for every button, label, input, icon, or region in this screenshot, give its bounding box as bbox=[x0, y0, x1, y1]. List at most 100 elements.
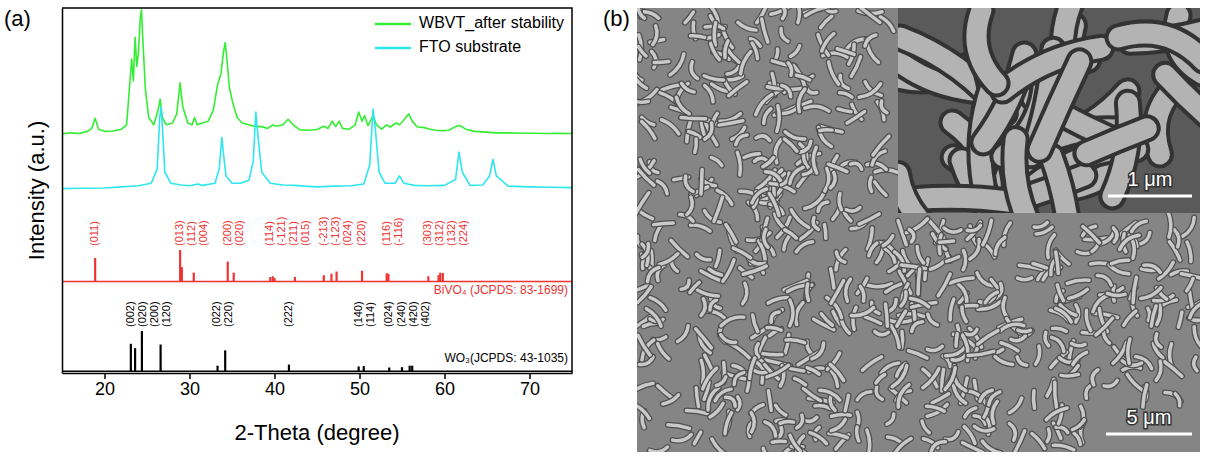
sem-texture bbox=[1034, 222, 1047, 227]
sem-texture bbox=[1164, 361, 1182, 376]
sem-texture bbox=[810, 433, 826, 444]
sem-texture bbox=[840, 93, 852, 97]
sem-texture bbox=[1053, 445, 1073, 450]
reference-peak bbox=[216, 366, 218, 371]
sem-texture bbox=[909, 229, 914, 241]
sem-texture bbox=[762, 19, 768, 42]
sem-texture bbox=[691, 225, 710, 231]
sem-texture bbox=[902, 284, 908, 306]
sem-texture bbox=[995, 357, 1013, 365]
sem-texture bbox=[1001, 343, 1018, 351]
sem-texture bbox=[769, 194, 779, 216]
sem-texture bbox=[681, 280, 689, 289]
reference-peak bbox=[193, 273, 195, 282]
sem-texture bbox=[865, 35, 876, 46]
sem-texture bbox=[1103, 332, 1109, 343]
sem-texture bbox=[927, 346, 942, 350]
sem-texture bbox=[647, 267, 658, 281]
sem-texture bbox=[750, 358, 755, 378]
sem-texture bbox=[701, 360, 703, 382]
sem-texture bbox=[824, 225, 825, 239]
sem-texture bbox=[751, 413, 754, 432]
sem-texture bbox=[995, 237, 1004, 254]
sem-texture bbox=[912, 322, 923, 332]
sem-texture bbox=[1174, 230, 1179, 247]
sem-texture bbox=[763, 158, 774, 167]
sem-texture bbox=[738, 22, 756, 30]
sem-texture bbox=[764, 109, 771, 124]
reference-peak bbox=[439, 273, 441, 282]
sem-texture bbox=[750, 358, 755, 378]
sem-texture bbox=[1151, 306, 1156, 326]
sem-texture bbox=[696, 329, 712, 348]
sem-texture bbox=[873, 136, 889, 155]
sem-texture bbox=[639, 357, 653, 365]
sem-texture bbox=[694, 432, 700, 444]
sem-texture bbox=[691, 36, 705, 38]
sem-texture bbox=[829, 433, 847, 437]
sem-texture bbox=[796, 242, 812, 252]
sem-texture bbox=[658, 386, 673, 399]
reference-baseline bbox=[62, 370, 572, 372]
sem-texture bbox=[1056, 427, 1068, 432]
sem-texture bbox=[709, 269, 721, 275]
sem-texture bbox=[705, 311, 725, 318]
sem-texture bbox=[857, 392, 871, 400]
sem-texture bbox=[788, 63, 792, 75]
sem-texture bbox=[838, 109, 851, 112]
sem-texture bbox=[1011, 336, 1025, 341]
sem-texture bbox=[807, 368, 819, 374]
y-axis-line bbox=[62, 9, 64, 374]
scale-bar-label: 5 μm bbox=[1127, 406, 1172, 428]
reference-peak bbox=[94, 258, 96, 281]
sem-texture bbox=[1132, 221, 1147, 231]
sem-texture bbox=[1156, 361, 1161, 380]
sem-texture bbox=[859, 214, 879, 224]
reference-peak bbox=[141, 331, 143, 371]
sem-texture bbox=[729, 82, 747, 96]
sem-texture bbox=[881, 101, 887, 113]
sem-texture bbox=[1069, 289, 1088, 298]
sem-texture bbox=[837, 49, 854, 55]
sem-texture bbox=[729, 82, 747, 96]
sem-texture bbox=[965, 408, 976, 417]
sem-texture bbox=[851, 308, 873, 316]
sem-texture bbox=[947, 257, 959, 262]
sem-texture bbox=[836, 250, 846, 270]
sem-texture bbox=[910, 299, 928, 307]
sem-texture bbox=[1077, 252, 1089, 254]
sem-texture bbox=[944, 228, 961, 232]
sem-texture bbox=[828, 164, 847, 171]
sem-texture bbox=[796, 75, 809, 80]
sem-texture bbox=[701, 299, 705, 316]
sem-texture bbox=[685, 176, 693, 191]
sem-texture bbox=[1034, 222, 1047, 227]
sem-texture bbox=[765, 172, 781, 183]
sem-texture bbox=[725, 397, 735, 406]
sem-texture bbox=[681, 83, 694, 92]
sem-texture bbox=[965, 408, 976, 417]
sem-texture bbox=[1144, 265, 1160, 272]
sem-texture bbox=[889, 299, 896, 311]
sem-texture bbox=[685, 176, 693, 191]
sem-texture bbox=[952, 355, 965, 360]
sem-texture bbox=[867, 284, 892, 287]
sem-texture bbox=[723, 260, 734, 282]
sem-texture bbox=[790, 300, 793, 326]
sem-texture bbox=[716, 250, 720, 266]
sem-texture bbox=[1104, 380, 1117, 386]
sem-texture bbox=[1033, 264, 1046, 268]
sem-texture bbox=[1097, 276, 1111, 286]
sem-texture bbox=[715, 389, 731, 401]
sem-texture bbox=[738, 397, 740, 410]
sem-texture bbox=[1045, 332, 1049, 345]
peak-label: (-116) bbox=[392, 217, 404, 246]
sem-texture bbox=[982, 441, 1000, 452]
sem-texture bbox=[1086, 385, 1092, 398]
sem-texture bbox=[1187, 279, 1193, 291]
peak-label: (211) bbox=[287, 221, 299, 246]
sem-texture bbox=[736, 135, 747, 144]
sem-texture bbox=[819, 128, 832, 147]
sem-texture bbox=[962, 307, 966, 321]
sem-texture bbox=[1091, 260, 1108, 267]
